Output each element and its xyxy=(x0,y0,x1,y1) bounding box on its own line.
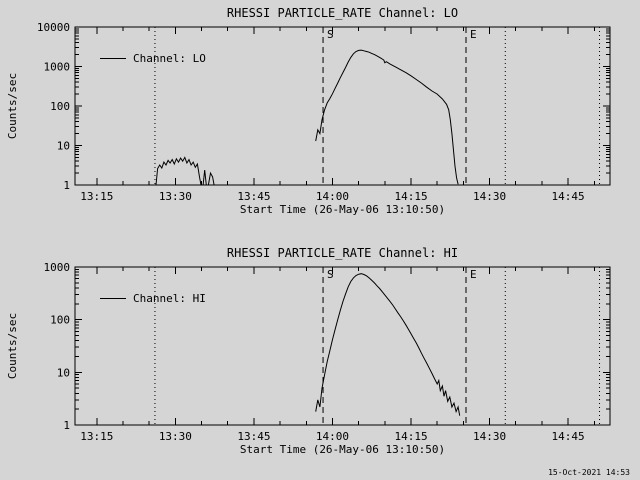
x-tick-label: 14:15 xyxy=(394,430,427,443)
x-tick-label: 13:30 xyxy=(159,190,192,203)
y-tick-label: 10 xyxy=(57,366,70,379)
series-line-hi xyxy=(315,273,461,416)
panel-channel-lo: RHESSI PARTICLE_RATE Channel: LO Counts/… xyxy=(6,6,611,216)
x-tick-label: 13:45 xyxy=(237,190,270,203)
series-line-lo xyxy=(155,156,215,186)
y-tick-label: 100 xyxy=(50,100,70,113)
x-tick-label: 14:00 xyxy=(316,190,349,203)
legend-lo: Channel: LO xyxy=(100,51,206,65)
plot-area-hi: 13:15 13:30 13:45 14:00 14:15 14:30 14:45 1 10 10… xyxy=(44,261,611,443)
x-tick-label: 14:30 xyxy=(473,190,506,203)
panel-channel-hi: RHESSI PARTICLE_RATE Channel: HI Counts/… xyxy=(0,240,640,480)
y-tick-label: 10 xyxy=(57,140,70,153)
y-tick-label: 1 xyxy=(63,179,70,192)
y-tick-label: 100 xyxy=(50,314,70,327)
series-line-lo xyxy=(315,49,459,185)
legend-label-lo: Channel: LO xyxy=(133,51,206,65)
legend-hi: Channel: HI xyxy=(100,291,206,305)
flare-marker-label: E xyxy=(470,268,477,281)
chart-title-lo: RHESSI PARTICLE_RATE Channel: LO xyxy=(226,6,459,20)
y-tick-label: 1000 xyxy=(44,61,71,74)
x-tick-label: 14:15 xyxy=(394,190,427,203)
x-axis-label-lo: Start Time (26-May-06 13:10:50) xyxy=(239,203,446,216)
x-tick-label: 14:45 xyxy=(552,190,585,203)
plot-creation-timestamp: 15-Oct-2021 14:53 xyxy=(548,468,630,477)
y-tick-label: 1 xyxy=(63,419,70,432)
x-axis-label-hi: Start Time (26-May-06 13:10:50) xyxy=(239,443,446,456)
x-tick-label: 13:30 xyxy=(159,430,192,443)
flare-marker-label: S xyxy=(327,28,334,41)
x-tick-label: 13:15 xyxy=(80,190,113,203)
plot-box xyxy=(74,266,611,426)
flare-marker-label: S xyxy=(327,268,334,281)
x-tick-label: 14:45 xyxy=(552,430,585,443)
legend-line-sample-icon xyxy=(100,297,126,299)
legend-line-sample-icon xyxy=(100,57,126,59)
x-tick-label: 14:30 xyxy=(473,430,506,443)
chart-title-hi: RHESSI PARTICLE_RATE Channel: HI xyxy=(226,246,459,260)
x-tick-label: 14:00 xyxy=(316,430,349,443)
plot-area-lo: 13:15 13:30 13:45 14:00 14:15 14:30 14:45 1 10 10… xyxy=(37,21,611,203)
x-tick-label: 13:45 xyxy=(237,430,270,443)
y-tick-label: 1000 xyxy=(44,261,71,274)
y-tick-label: 10000 xyxy=(37,21,70,34)
legend-label-hi: Channel: HI xyxy=(133,291,206,305)
flare-marker-label: E xyxy=(470,28,477,41)
x-tick-label: 13:15 xyxy=(80,430,113,443)
